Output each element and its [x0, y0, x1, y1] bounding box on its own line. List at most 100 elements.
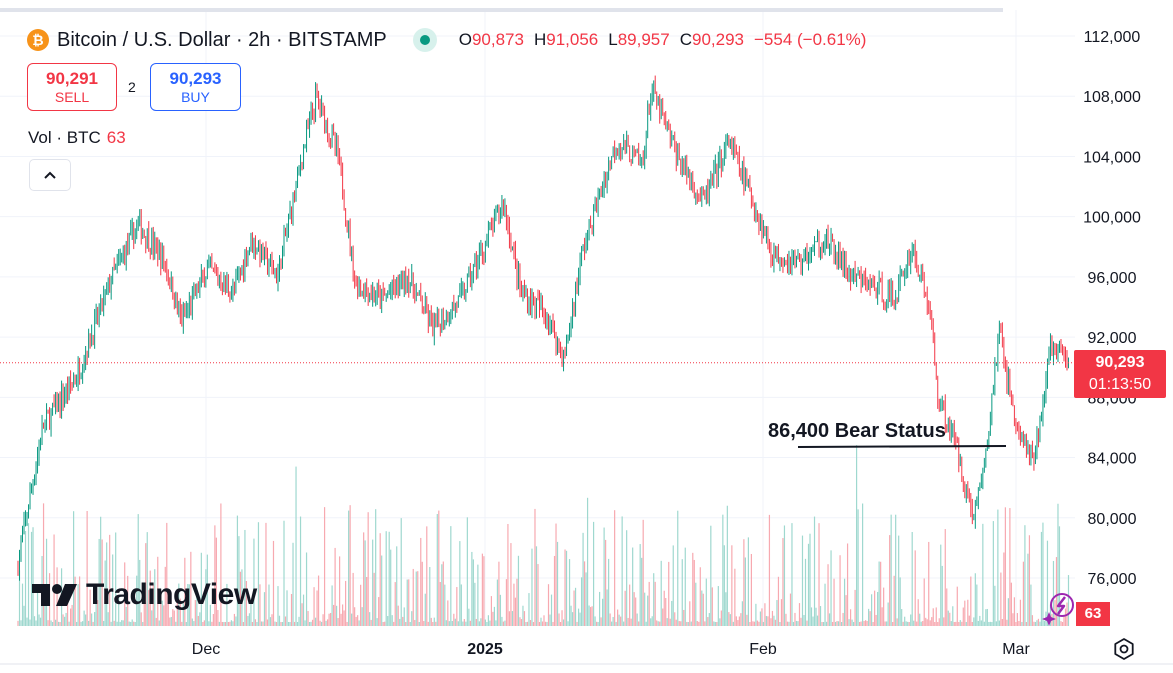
volume-bar [834, 621, 837, 626]
volume-bar [899, 577, 901, 626]
volume-bar [576, 621, 578, 626]
volume-bar [314, 617, 317, 626]
volume-bar [904, 616, 906, 626]
volume-bar [286, 590, 288, 626]
volume-bar [579, 612, 581, 626]
volume-bar [302, 594, 305, 626]
volume-bar [164, 566, 166, 626]
volume-bar [626, 530, 628, 626]
volume-bar [765, 616, 768, 626]
volume-bar [361, 607, 363, 626]
volume-bar [532, 621, 535, 626]
volume-bar [251, 621, 254, 626]
buy-price: 90,293 [169, 68, 222, 88]
volume-bar [677, 510, 679, 626]
volume-bar [547, 584, 550, 626]
volume-bar [674, 612, 676, 626]
high-value: 91,056 [546, 30, 599, 49]
volume-bar [269, 617, 272, 626]
time-axis[interactable]: Dec 2025 Feb Mar [192, 641, 1031, 658]
volume-bar [370, 619, 372, 626]
volume-bar [1001, 619, 1003, 626]
volume-bar [886, 621, 888, 626]
volume-bar [804, 558, 807, 626]
volume-bar [980, 620, 982, 626]
volume-bar [293, 621, 296, 626]
volume-legend[interactable]: Vol · BTC 63 [28, 128, 126, 148]
volume-bar [92, 621, 94, 626]
volume-bar [206, 554, 208, 626]
volume-bar [176, 598, 178, 626]
volume-bar [304, 620, 306, 626]
volume-bar [943, 617, 945, 626]
volume-bar [687, 621, 689, 626]
volume-bar [855, 445, 858, 626]
volume-bar [376, 618, 378, 626]
volume-bar [883, 587, 885, 626]
volume-bar [905, 621, 907, 626]
volume-bar [118, 597, 120, 626]
volume-bar [481, 553, 483, 626]
volume-bar [154, 569, 156, 626]
price-tick-label: 92,000 [1088, 330, 1137, 347]
volume-bar [991, 621, 993, 626]
volume-bar [800, 617, 802, 626]
volume-bar [1025, 621, 1028, 626]
volume-bar [119, 621, 121, 626]
volume-bar [145, 543, 147, 626]
volume-bar [1060, 621, 1062, 626]
sell-button[interactable]: 90,291 SELL [27, 63, 117, 111]
volume-bar [839, 555, 841, 626]
volume-bar [292, 542, 294, 626]
volume-bar [229, 621, 231, 626]
volume-bar [810, 607, 813, 626]
volume-bar [351, 613, 353, 626]
volume-bar [436, 514, 438, 626]
volume-bar [1042, 522, 1044, 626]
volume-bar [752, 621, 754, 626]
volume-bar [124, 562, 126, 626]
volume-bar [33, 616, 36, 626]
volume-bar [65, 612, 67, 626]
volume-bar [492, 611, 494, 626]
volume-bar [1016, 613, 1018, 626]
volume-bar [205, 569, 207, 626]
volume-bar [550, 594, 553, 626]
volume-bar [79, 576, 81, 626]
price-axis[interactable]: 112,000 108,000 104,000 100,000 96,000 92,000… [1083, 29, 1141, 588]
volume-bar [717, 586, 719, 626]
symbol-title[interactable]: Bitcoin / U.S. Dollar · 2h · BITSTAMP [57, 28, 387, 51]
volume-bar [191, 618, 193, 626]
volume-bar [178, 583, 180, 626]
volume-bar [441, 564, 443, 626]
ai-sparkle-icon[interactable] [1041, 592, 1075, 626]
volume-bar [1049, 604, 1052, 626]
volume-bar [241, 569, 243, 626]
volume-bar [734, 568, 736, 626]
volume-bar [913, 620, 915, 626]
buy-button[interactable]: 90,293 BUY [150, 63, 241, 111]
volume-bar [901, 609, 903, 626]
volume-bar [988, 622, 990, 626]
volume-bar [331, 585, 333, 626]
volume-bar [508, 611, 511, 626]
volume-bar [744, 557, 746, 626]
volume-bar [326, 619, 329, 626]
collapse-legend-button[interactable] [29, 159, 71, 191]
market-open-icon [412, 28, 437, 52]
volume-bar [53, 534, 55, 626]
volume-bar [552, 621, 554, 626]
volume-bar [50, 620, 52, 626]
volume-bar [919, 613, 921, 626]
volume-bar [107, 612, 109, 626]
volume-bar [707, 617, 709, 626]
volume-bar [940, 544, 942, 626]
tradingview-logo[interactable]: TradingView [32, 578, 257, 612]
volume-bar [260, 621, 263, 626]
settings-gear-icon[interactable] [1112, 637, 1136, 661]
volume-bar [262, 621, 264, 626]
volume-bar [215, 537, 217, 626]
volume-bar [348, 510, 350, 626]
volume-bar [94, 611, 96, 626]
